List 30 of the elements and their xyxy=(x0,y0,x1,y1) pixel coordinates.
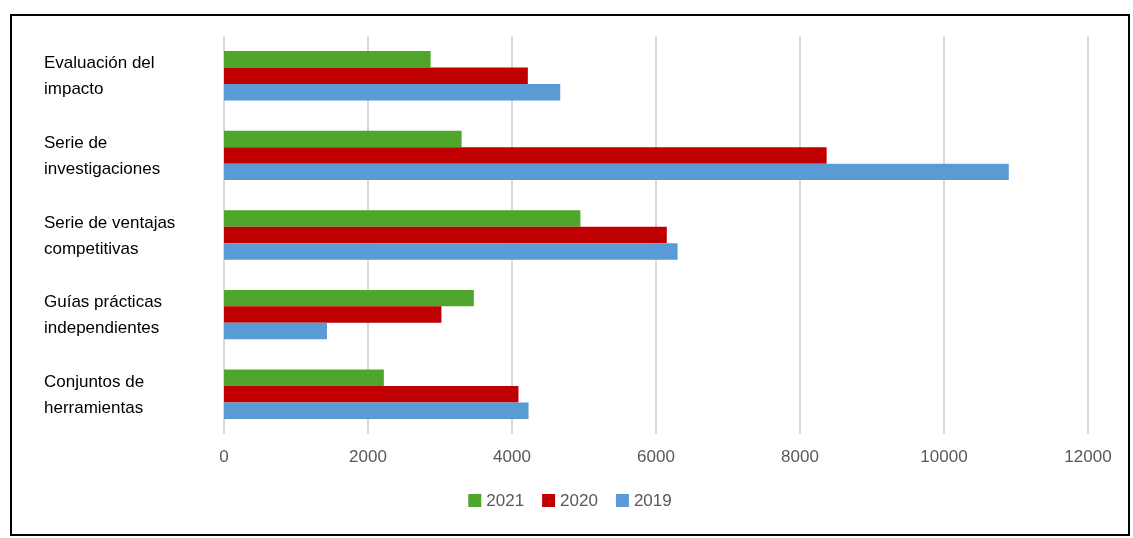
bar xyxy=(224,130,462,148)
x-tick-label: 2000 xyxy=(349,447,387,466)
x-tick-label: 12000 xyxy=(1064,447,1112,466)
y-tick-label: Serie de investigaciones xyxy=(44,132,161,178)
y-tick-label: Guías prácticas independientes xyxy=(44,292,167,338)
x-tick-label: 6000 xyxy=(637,447,675,466)
bar xyxy=(224,226,667,244)
y-tick-label: Serie de ventajas competitivas xyxy=(44,212,181,258)
y-tick-label: Evaluación del impacto xyxy=(44,53,160,99)
bar xyxy=(224,84,561,101)
legend-label: 2019 xyxy=(633,491,672,510)
bar xyxy=(224,289,474,307)
x-tick-label: 4000 xyxy=(493,447,531,466)
bar xyxy=(224,322,327,340)
y-tick-label: Conjuntos de herramientas xyxy=(44,371,149,417)
bar xyxy=(224,243,678,260)
legend-label: 2020 xyxy=(560,491,598,510)
bar xyxy=(224,67,528,85)
bar xyxy=(224,210,581,227)
bar xyxy=(224,369,384,386)
x-tick-label: 10000 xyxy=(920,447,968,466)
legend-label: 2021 xyxy=(486,491,525,510)
x-tick-label: 8000 xyxy=(781,447,819,466)
x-tick-label: 0 xyxy=(219,447,229,466)
bar xyxy=(224,402,529,419)
bar xyxy=(224,163,1009,181)
bar xyxy=(224,51,431,68)
bar xyxy=(224,385,519,403)
bar xyxy=(224,147,827,164)
bar xyxy=(224,306,442,323)
